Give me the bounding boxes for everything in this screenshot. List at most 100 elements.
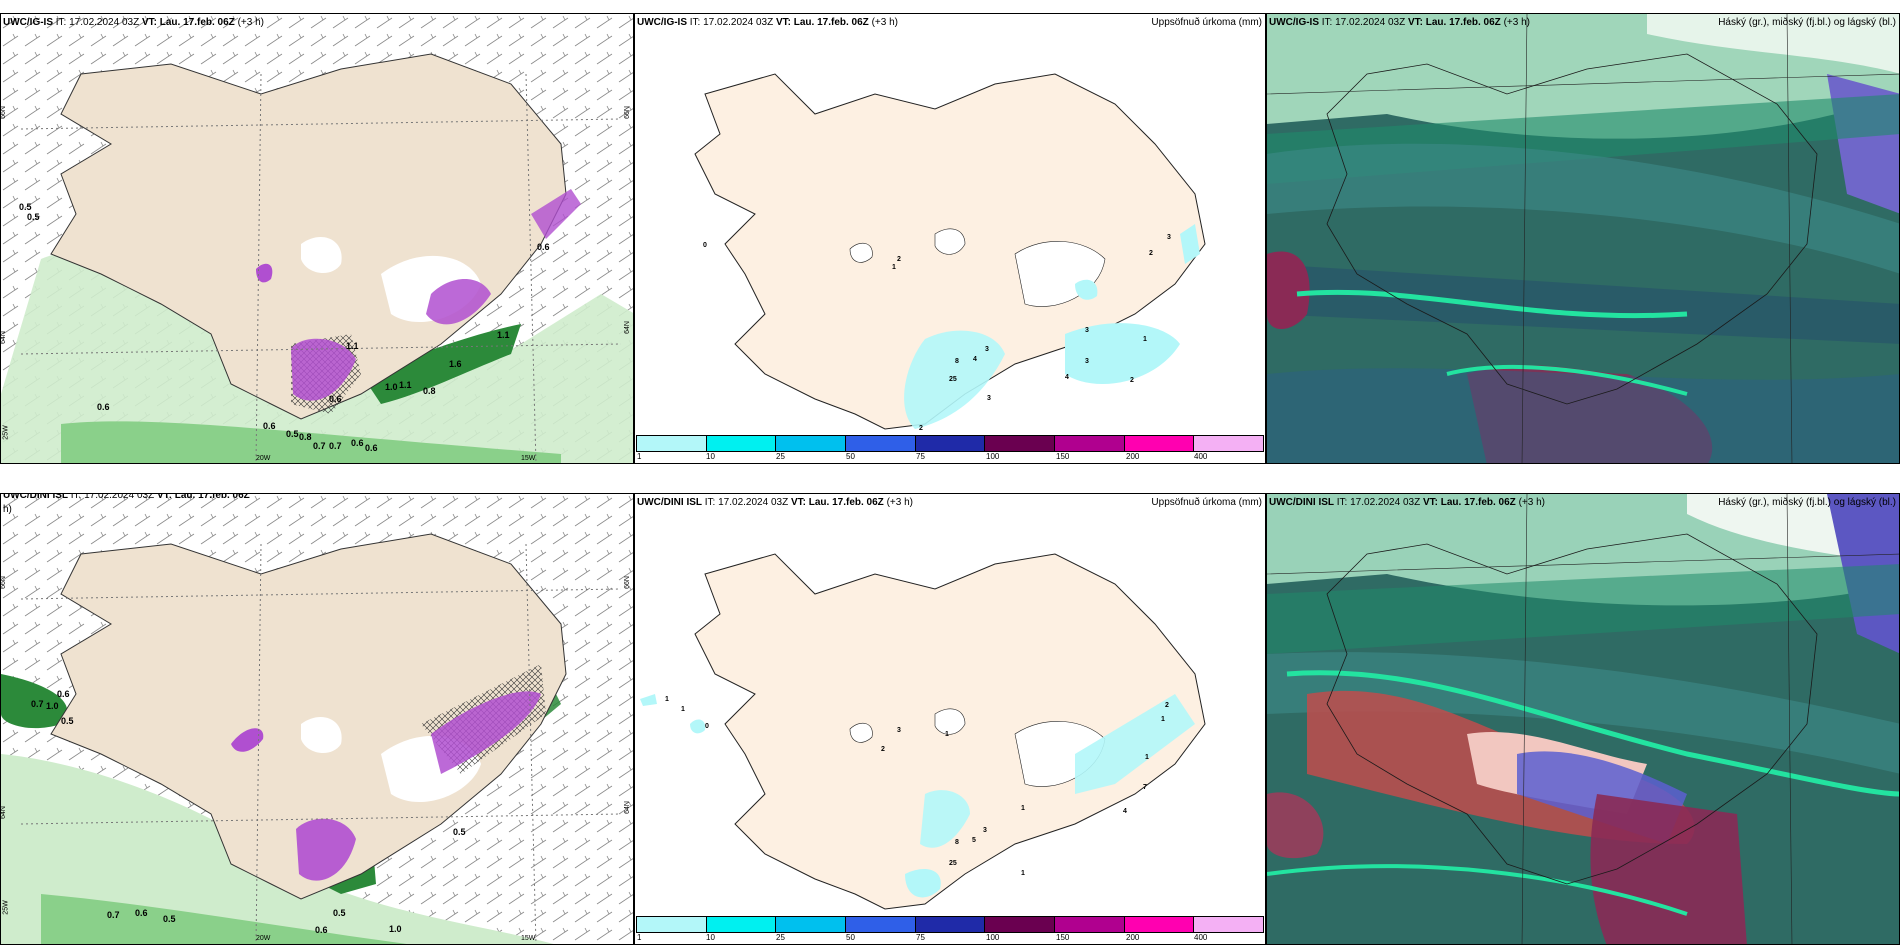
colorbar-tick: 10 (706, 933, 715, 942)
colorbar-tick: 1 (637, 452, 642, 461)
panel-title: UWC/IG-IS IT: 17.02.2024 03Z VT: Lau. 17… (3, 17, 264, 28)
wind-label: 0.7 (107, 910, 120, 920)
precip-map-panel-top: UWC/IG-IS IT: 17.02.2024 03Z VT: Lau. 17… (634, 13, 1266, 464)
colorbar-swatch (776, 917, 847, 932)
precip-label: 4 (1123, 808, 1127, 815)
colorbar-swatch (985, 917, 1056, 932)
wind-label: 0.5 (453, 827, 466, 837)
precip-label: 8 (955, 358, 959, 365)
colorbar-tick: 75 (916, 452, 925, 461)
wind-label: 0.6 (135, 908, 148, 918)
precip-label: 2 (919, 425, 923, 432)
precip-label: 25 (949, 376, 957, 383)
precip-label: 2 (1165, 702, 1169, 709)
precip-label: 3 (1167, 234, 1171, 241)
wind-label: 0.6 (263, 421, 276, 431)
wind-label: 0.5 (163, 914, 176, 924)
latitude-label-66n-right: 66N (623, 106, 631, 119)
colorbar-tick: 400 (1194, 452, 1208, 461)
wind-label: 1.0 (46, 701, 59, 711)
colorbar-swatch (1055, 917, 1125, 932)
latitude-label-64n-right: 64N (623, 801, 631, 814)
longitude-label-20w: 20W (256, 455, 271, 462)
precip-label: 3 (987, 395, 991, 402)
precip-label: 5 (972, 837, 976, 844)
precip-label: 2 (881, 746, 885, 753)
panel-subtitle: Uppsöfnuð úrkoma (mm) (1151, 17, 1262, 28)
precip-label: 1 (1161, 716, 1165, 723)
colorbar-tick: 50 (846, 452, 855, 461)
cloud-map-panel-top: UWC/IG-IS IT: 17.02.2024 03Z VT: Lau. 17… (1266, 13, 1900, 464)
colorbar-swatch (706, 917, 777, 932)
colorbar-swatch (1194, 917, 1264, 932)
precip-label: 3 (985, 346, 989, 353)
wind-label: 0.7 (329, 441, 342, 451)
colorbar-swatch (776, 436, 847, 451)
longitude-label-15w: 15W (521, 455, 536, 462)
longitude-label-15w: 15W (521, 935, 536, 942)
wind-label: 1.1 (497, 330, 510, 340)
colorbar-swatch (915, 436, 986, 451)
colorbar-ticks: 1 10 25 50 75 100 150 200 400 (636, 933, 1264, 944)
precip-label: 25 (949, 860, 957, 867)
colorbar-tick: 75 (916, 933, 925, 942)
colorbar-swatch (637, 436, 707, 451)
colorbar-swatch (1194, 436, 1264, 451)
precip-label: 1 (945, 731, 949, 738)
wind-label: 0.6 (57, 689, 70, 699)
wind-label: 0.7 (313, 441, 326, 451)
colorbar-swatch (1055, 436, 1125, 451)
colorbar-tick: 200 (1126, 452, 1140, 461)
wind-label: 0.8 (299, 432, 312, 442)
colorbar-tick: 25 (776, 933, 785, 942)
wind-label: 0.5 (333, 908, 346, 918)
wind-map-graphic (1, 494, 633, 944)
precip-label: 1 (681, 706, 685, 713)
wind-label: 0.5 (19, 202, 32, 212)
colorbar-swatch (637, 917, 707, 932)
precip-label: 1 (1143, 336, 1147, 343)
panel-title: UWC/IG-IS IT: 17.02.2024 03Z VT: Lau. 17… (1269, 17, 1530, 28)
wind-label: 0.6 (351, 438, 364, 448)
wind-label: 0.5 (286, 429, 299, 439)
wind-label: 0.6 (537, 242, 550, 252)
precip-label: 1 (665, 696, 669, 703)
colorbar-tick: 1 (637, 933, 642, 942)
precip-label: 2 (1130, 377, 1134, 384)
wind-label: 0.7 (31, 699, 44, 709)
latitude-label-64n: 64N (0, 806, 7, 819)
wind-label: 1.1 (346, 341, 359, 351)
wind-map-panel-top: UWC/IG-IS IT: 17.02.2024 03Z VT: Lau. 17… (0, 13, 634, 464)
precip-label: 4 (973, 356, 977, 363)
colorbar-swatch (846, 917, 916, 932)
cloud-map-graphic (1267, 14, 1899, 463)
precip-colorbar (636, 916, 1264, 933)
precip-label: 8 (955, 839, 959, 846)
latitude-label-66n: 66N (0, 106, 7, 119)
wind-map-panel-bottom: UWC/DINI ISL IT: 17.02.2024 03Z VT: Lau.… (0, 493, 634, 945)
panel-title-wrap: h) (3, 504, 12, 515)
colorbar-tick: 10 (706, 452, 715, 461)
panel-subtitle: Háský (gr.), miðský (fj.bl.) og lágský (… (1718, 17, 1896, 28)
wind-label: 1.0 (389, 924, 402, 934)
precip-label: 1 (1021, 805, 1025, 812)
precip-label: 4 (1065, 374, 1069, 381)
colorbar-tick: 150 (1056, 452, 1070, 461)
colorbar-tick: 100 (986, 452, 1000, 461)
precip-label: 3 (983, 827, 987, 834)
panel-subtitle: Uppsöfnuð úrkoma (mm) (1151, 497, 1262, 508)
wind-label: 1.1 (399, 380, 412, 390)
panel-subtitle: Háský (gr.), miðský (fj.bl.) og lágský (… (1718, 497, 1896, 508)
cloud-map-graphic (1267, 494, 1899, 944)
precip-label: 7 (1143, 784, 1147, 791)
wind-label: 1.0 (385, 382, 398, 392)
wind-map-graphic (1, 14, 633, 463)
wind-label: 1.6 (449, 359, 462, 369)
precip-label: 1 (1021, 870, 1025, 877)
colorbar-ticks: 1 10 25 50 75 100 150 200 400 (636, 452, 1264, 463)
latitude-label-66n: 66N (0, 576, 7, 589)
precip-label: 2 (897, 256, 901, 263)
precip-label: 3 (897, 727, 901, 734)
colorbar-tick: 100 (986, 933, 1000, 942)
latitude-label-66n-right: 66N (623, 576, 631, 589)
